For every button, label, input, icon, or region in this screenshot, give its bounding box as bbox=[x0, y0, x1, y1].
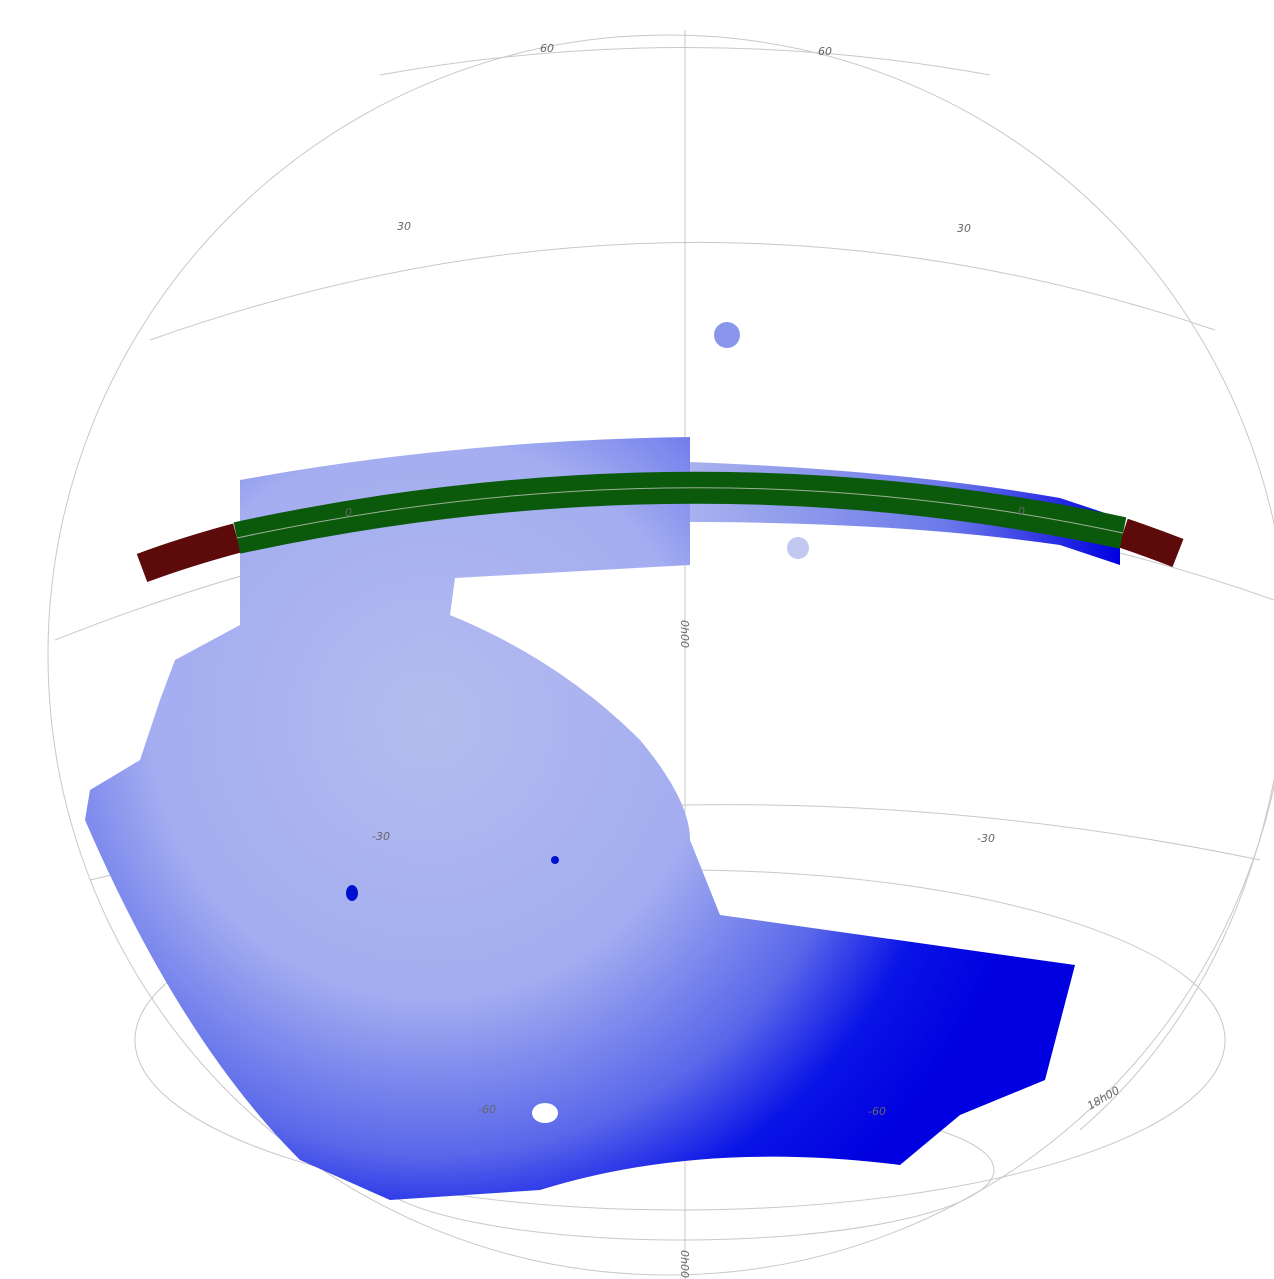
band-outside bbox=[142, 538, 237, 568]
grid-label: -30 bbox=[977, 832, 995, 845]
grid-label: 60 bbox=[818, 45, 832, 58]
sky-map: 60 60 30 30 0 0 0h00 -30 -30 -60 -60 18h… bbox=[0, 0, 1274, 1279]
grid-label: -30 bbox=[372, 830, 390, 843]
grid-label: 0 bbox=[1018, 505, 1025, 518]
grid-label: 30 bbox=[397, 220, 411, 233]
hole bbox=[532, 1103, 558, 1123]
page: 60 60 30 30 0 0 0h00 -30 -30 -60 -60 18h… bbox=[0, 0, 1274, 1279]
grid-label: 30 bbox=[957, 222, 971, 235]
band-outside bbox=[1123, 533, 1178, 553]
footprint bbox=[85, 322, 1120, 1200]
meridian bbox=[1080, 780, 1274, 1130]
grid-label: -60 bbox=[868, 1105, 886, 1118]
parallel bbox=[150, 242, 1215, 340]
grid-label: 0h00 bbox=[678, 620, 691, 648]
survey-patch bbox=[787, 537, 809, 559]
grid-label: 0h00 bbox=[678, 1250, 691, 1278]
spot bbox=[346, 885, 358, 901]
grid-label: -60 bbox=[478, 1103, 496, 1116]
grid-label: 60 bbox=[540, 42, 554, 55]
survey-patch bbox=[714, 322, 740, 348]
grid-label: 0 bbox=[345, 506, 352, 519]
spot bbox=[551, 856, 559, 864]
